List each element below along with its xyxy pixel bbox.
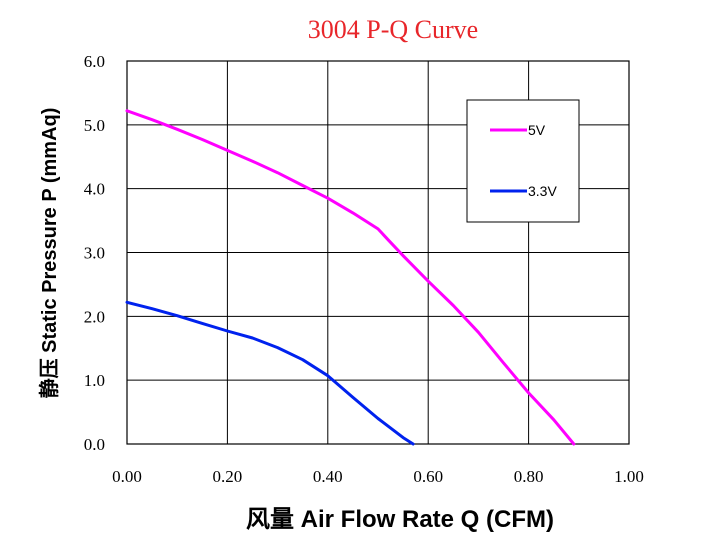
y-tick-label: 3.0	[84, 244, 105, 263]
x-tick-label: 0.00	[112, 467, 142, 486]
y-tick-label: 4.0	[84, 180, 105, 199]
series-line-5v	[125, 109, 576, 446]
y-tick-label: 5.0	[84, 116, 105, 135]
x-axis-label: 风量 Air Flow Rate Q (CFM)	[246, 506, 554, 533]
y-tick-label: 0.0	[84, 435, 105, 454]
x-tick-label: 0.20	[213, 467, 243, 486]
legend: 5V 3.3V	[466, 99, 580, 223]
y-axis-label: 静压 Static Pressure P (mmAq)	[37, 108, 61, 399]
tick-labels: 0.00 0.20 0.40 0.60 0.80 1.00 0.0 1.0 2.0 3.0 4.0 5…	[84, 52, 644, 486]
y-tick-label: 2.0	[84, 307, 105, 326]
x-tick-label: 0.60	[413, 467, 443, 486]
x-tick-label: 1.00	[614, 467, 644, 486]
y-tick-label: 1.0	[84, 371, 105, 390]
x-tick-label: 0.80	[514, 467, 544, 486]
x-tick-label: 0.40	[313, 467, 343, 486]
chart-title: 3004 P-Q Curve	[308, 15, 478, 44]
legend-label: 5V	[528, 122, 546, 138]
legend-box	[466, 99, 580, 223]
series-layer	[125, 109, 576, 446]
y-tick-label: 6.0	[84, 52, 105, 71]
legend-label: 3.3V	[528, 183, 557, 199]
series-line-3-3v	[125, 300, 415, 446]
